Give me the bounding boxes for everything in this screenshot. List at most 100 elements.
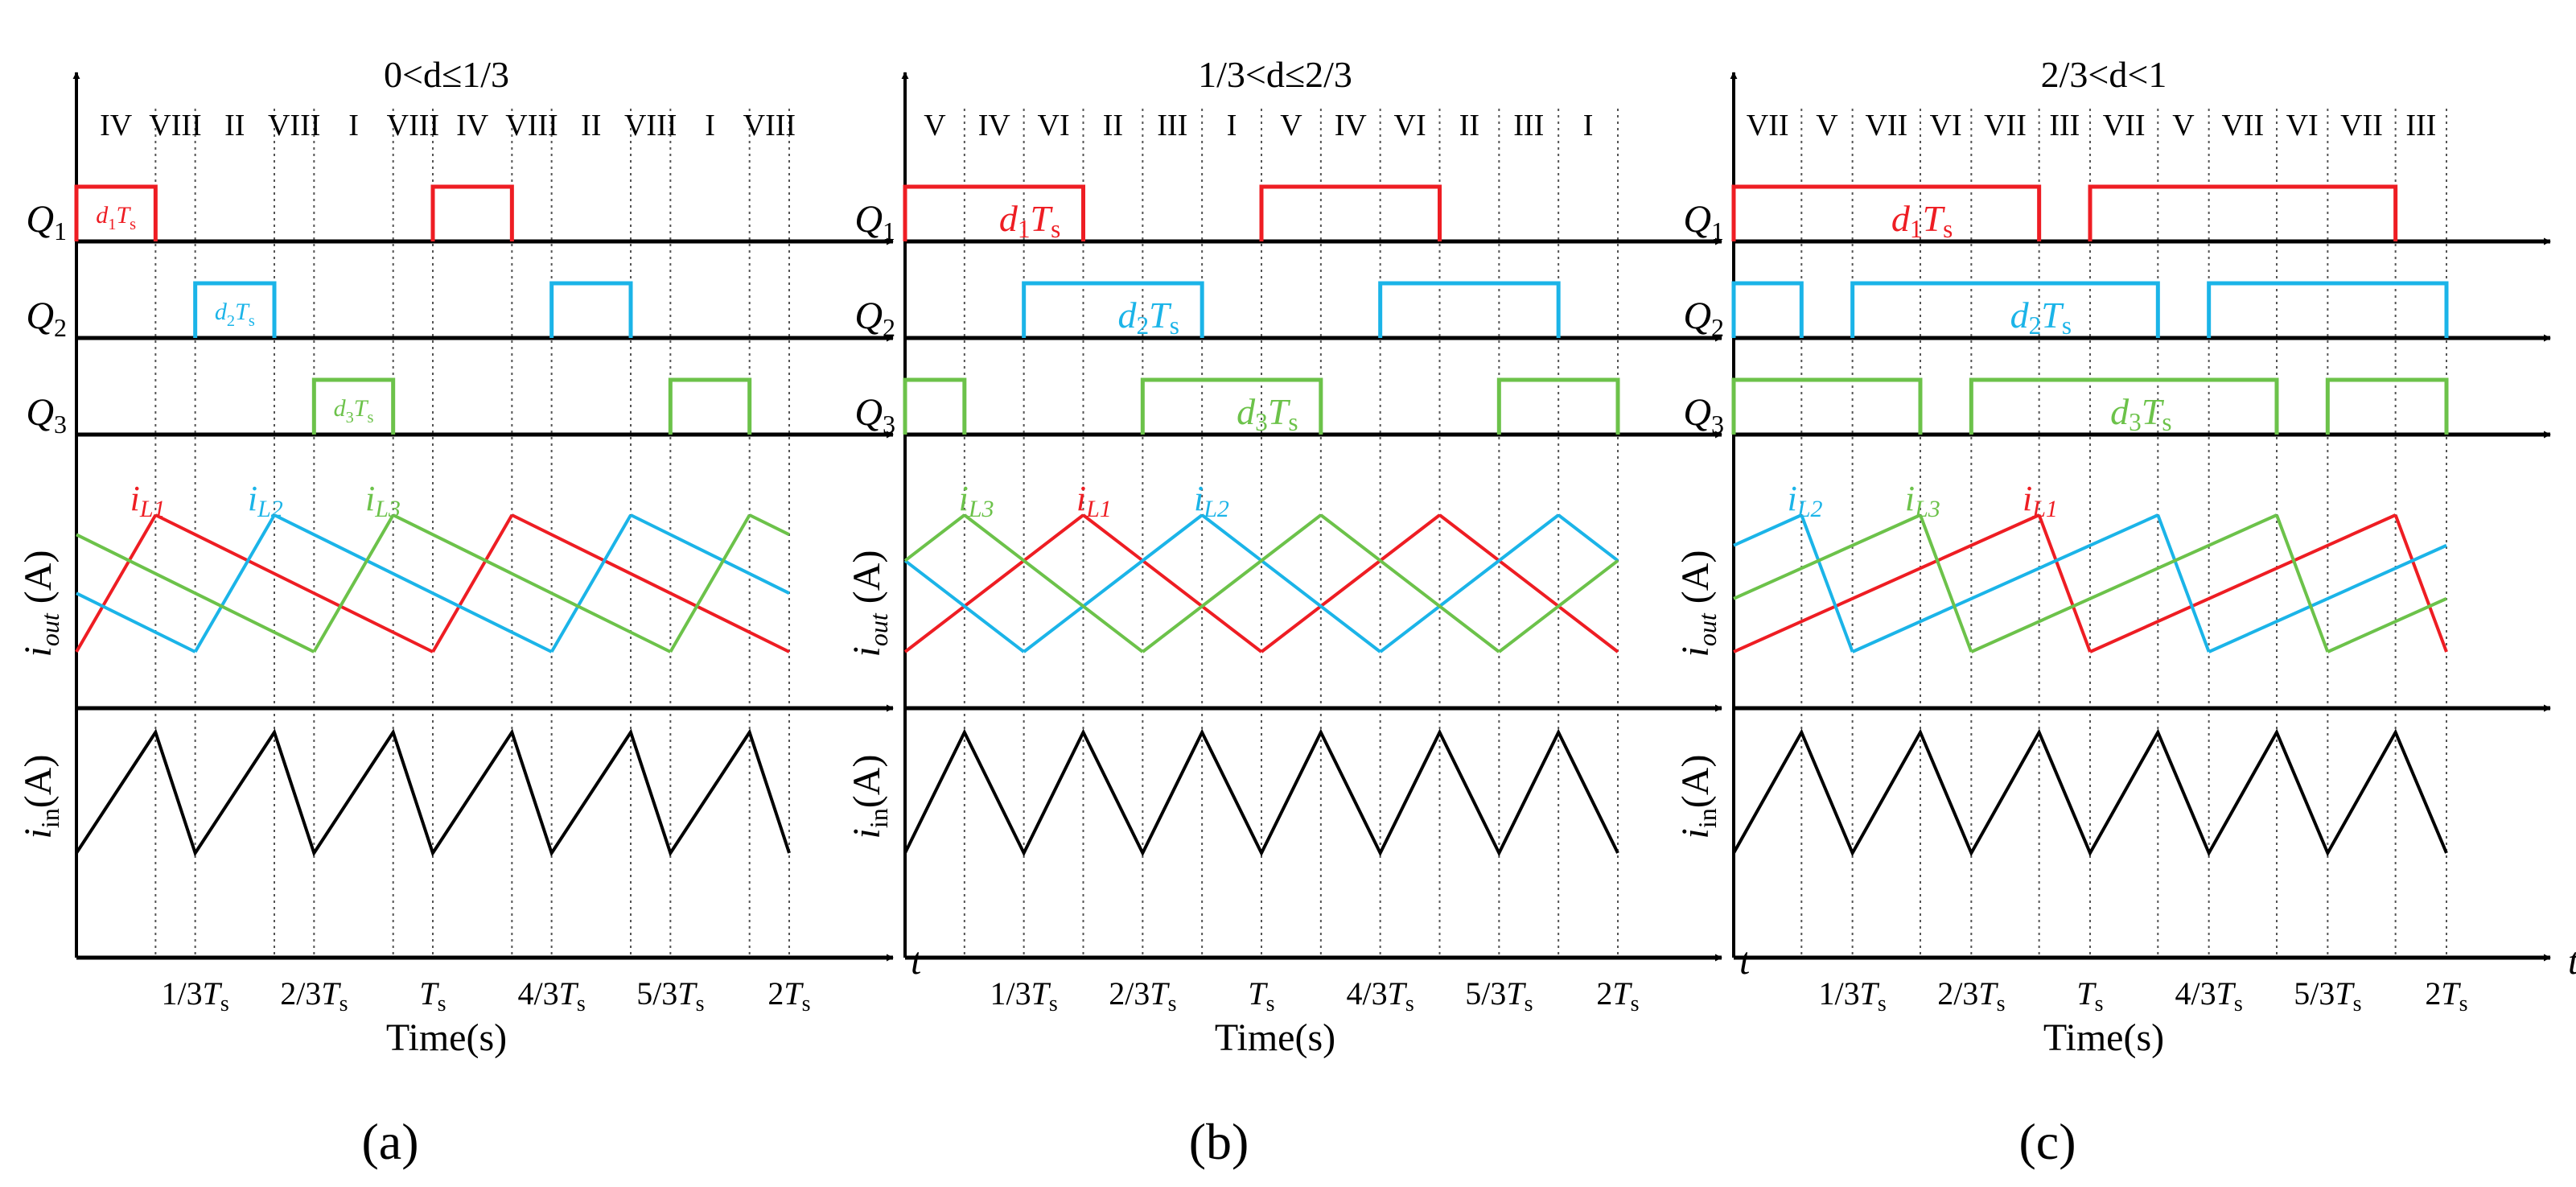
sector-label: VII [1984, 109, 2027, 142]
sector-label: IV [1335, 109, 1368, 142]
sector-label: II [1103, 109, 1123, 142]
current-L1 [903, 513, 1619, 653]
iin-label: iin(A) [17, 755, 64, 839]
q3-label: Q3 [26, 391, 67, 439]
sector-label: I [705, 109, 715, 142]
tick-label: 2Ts [767, 975, 810, 1016]
current-L3 [903, 513, 1619, 653]
q3-pulse [311, 377, 752, 435]
q2-pulse [1731, 281, 2449, 338]
tick-label: Ts [2076, 975, 2103, 1016]
input-current-wave [75, 728, 791, 857]
q2-duty-label: d2Ts [215, 299, 255, 330]
q1-duty-label: d1Ts [96, 202, 136, 233]
tick-label: 5/3Ts [2294, 975, 2361, 1016]
q1-duty-label: d1Ts [999, 198, 1060, 243]
panel-title: 1/3<d≤2/3 [1198, 54, 1352, 95]
current-L2 [1733, 513, 2447, 653]
tick-label: 2/3Ts [1937, 975, 2005, 1016]
sector-label: II [581, 109, 601, 142]
q1-duty-label: d1Ts [1891, 198, 1953, 243]
current-label: iL2 [248, 479, 283, 522]
iin-label: iin(A) [1674, 755, 1722, 839]
tick-label: 1/3Ts [1819, 975, 1887, 1016]
q3-label: Q3 [1683, 391, 1724, 439]
current-L3 [76, 513, 790, 653]
current-label: iL2 [1194, 479, 1229, 522]
sector-label: VIII [505, 109, 558, 142]
time-axis-title: Time(s) [386, 1016, 507, 1059]
sector-label: VI [2286, 109, 2319, 142]
panel-a: IV VIII II VIII I VIII IV VIII II VIII I VIII 0<d≤1/… [17, 54, 923, 1170]
q2-pulse [193, 281, 633, 338]
q2-label: Q2 [26, 295, 67, 342]
sector-label: III [2049, 109, 2080, 142]
iout-label: iout (A) [17, 550, 64, 657]
tick-label: 2Ts [2425, 975, 2467, 1016]
q3-duty-label: d3Ts [2110, 391, 2171, 436]
sector-label: VI [1394, 109, 1426, 142]
t-axis-label: t [2568, 940, 2576, 983]
q1-label: Q1 [26, 198, 67, 245]
q3-duty-label: d3Ts [1237, 391, 1298, 436]
current-L2 [903, 513, 1619, 653]
tick-label: 4/3Ts [518, 975, 586, 1016]
q1-pulse [1731, 184, 2398, 241]
tick-label: 4/3Ts [1347, 975, 1414, 1016]
sector-label: VI [1930, 109, 1962, 142]
current-L2 [76, 513, 790, 653]
t-axis-label: t [1739, 940, 1751, 983]
current-label: iL3 [1905, 479, 1940, 522]
current-label: iL3 [959, 479, 994, 522]
q2-duty-label: d2Ts [2010, 295, 2072, 340]
q3-label: Q3 [854, 391, 895, 439]
sector-label: VI [1038, 109, 1070, 142]
current-label: iL3 [365, 479, 401, 522]
iout-label: iout (A) [1674, 550, 1722, 657]
tick-label: 1/3Ts [990, 975, 1058, 1016]
q1-pulse [74, 184, 514, 241]
q2-label: Q2 [854, 295, 895, 342]
sector-label: IV [100, 109, 133, 142]
sector-label: VIII [624, 109, 677, 142]
sector-label: I [1227, 109, 1237, 142]
current-L3 [1733, 513, 2447, 653]
sector-label: VII [2340, 109, 2383, 142]
sector-label: VIII [268, 109, 320, 142]
tick-label: 2Ts [1596, 975, 1639, 1016]
sector-label: II [224, 109, 245, 142]
sector-label: VII [1865, 109, 1907, 142]
iin-label: iin(A) [846, 755, 893, 839]
tick-label: 2/3Ts [1109, 975, 1176, 1016]
panel-caption: (b) [1189, 1113, 1249, 1170]
panel-title: 2/3<d<1 [2041, 54, 2167, 95]
tick-label: 5/3Ts [636, 975, 704, 1016]
q1-label: Q1 [1683, 198, 1724, 245]
q1-label: Q1 [854, 198, 895, 245]
input-current-wave [1732, 728, 2448, 857]
current-L1 [1733, 513, 2448, 653]
sector-label: V [1816, 109, 1838, 142]
sector-label: II [1459, 109, 1479, 142]
sector-label: III [2405, 109, 2436, 142]
panel-c: VII V VII VI VII III VII V VII VI VII III 2/3<d<1 Q1 d… [1674, 54, 2576, 1170]
sector-label: VII [2221, 109, 2264, 142]
sector-label: IV [978, 109, 1011, 142]
input-current-wave [903, 728, 1619, 857]
current-label: iL2 [1788, 479, 1823, 522]
time-axis-title: Time(s) [1215, 1016, 1335, 1059]
sector-label: VIII [387, 109, 439, 142]
q1-pulse [903, 184, 1442, 241]
sector-label: III [1513, 109, 1544, 142]
sector-label: V [924, 109, 946, 142]
sector-label: VII [2103, 109, 2146, 142]
sector-label: III [1157, 109, 1187, 142]
sector-label: I [348, 109, 359, 142]
sector-label: VII [1747, 109, 1789, 142]
tick-label: 1/3Ts [162, 975, 229, 1016]
sector-label: I [1583, 109, 1594, 142]
sector-label: VIII [743, 109, 796, 142]
q2-duty-label: d2Ts [1118, 295, 1179, 340]
tick-label: 4/3Ts [2175, 975, 2243, 1016]
